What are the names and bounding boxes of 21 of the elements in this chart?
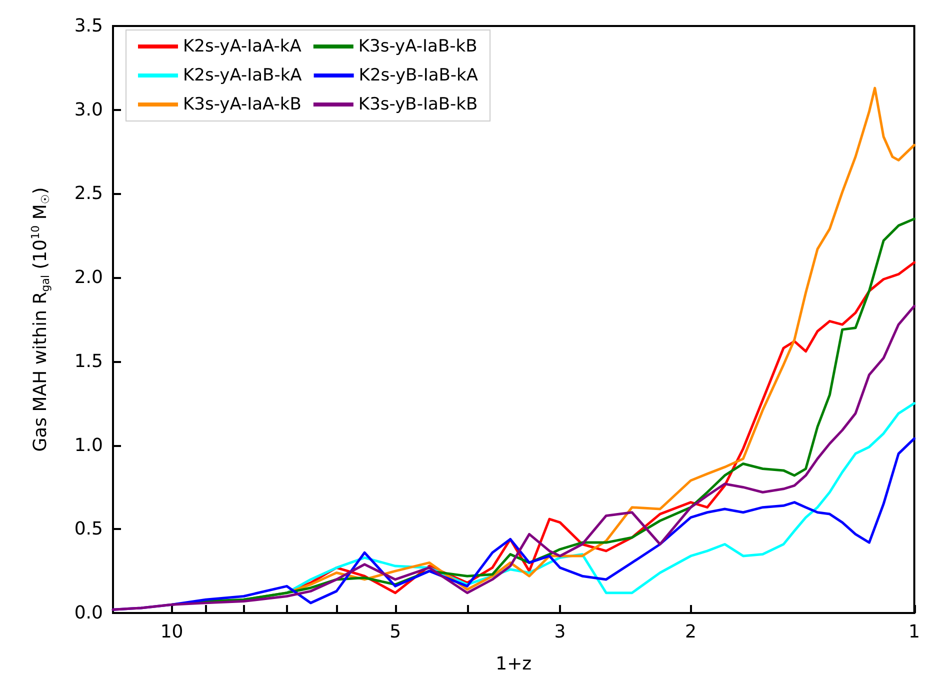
- legend-label: K3s-yB-IaB-kB: [358, 94, 478, 114]
- y-tick-label: 1.5: [74, 350, 103, 372]
- legend-label: K2s-yB-IaB-kA: [358, 66, 478, 86]
- y-tick-label: 2.0: [74, 267, 103, 288]
- x-tick-label: 10: [160, 622, 184, 642]
- y-tick-label: 3.5: [74, 16, 103, 36]
- y-tick-label: 1.0: [74, 434, 103, 456]
- legend-label: K3s-yA-IaA-kB: [183, 94, 302, 114]
- y-tick-label: 3.0: [74, 99, 103, 120]
- legend-label: K2s-yA-IaA-kA: [183, 36, 302, 56]
- y-axis-title: Gas MAH within Rgal (1010 M☉): [29, 187, 52, 452]
- x-tick-label: 5: [390, 622, 402, 642]
- x-tick-label: 2: [685, 622, 696, 642]
- x-tick-label: 3: [554, 622, 566, 642]
- legend-label: K3s-yA-IaB-kB: [358, 36, 478, 56]
- y-tick-label: 0.0: [74, 602, 103, 624]
- x-axis-title: 1+z: [496, 654, 532, 674]
- y-tick-label: 0.5: [74, 518, 103, 540]
- legend-label: K2s-yA-IaB-kA: [183, 66, 302, 86]
- y-tick-label: 2.5: [74, 183, 103, 204]
- x-tick-label: 1: [908, 622, 920, 642]
